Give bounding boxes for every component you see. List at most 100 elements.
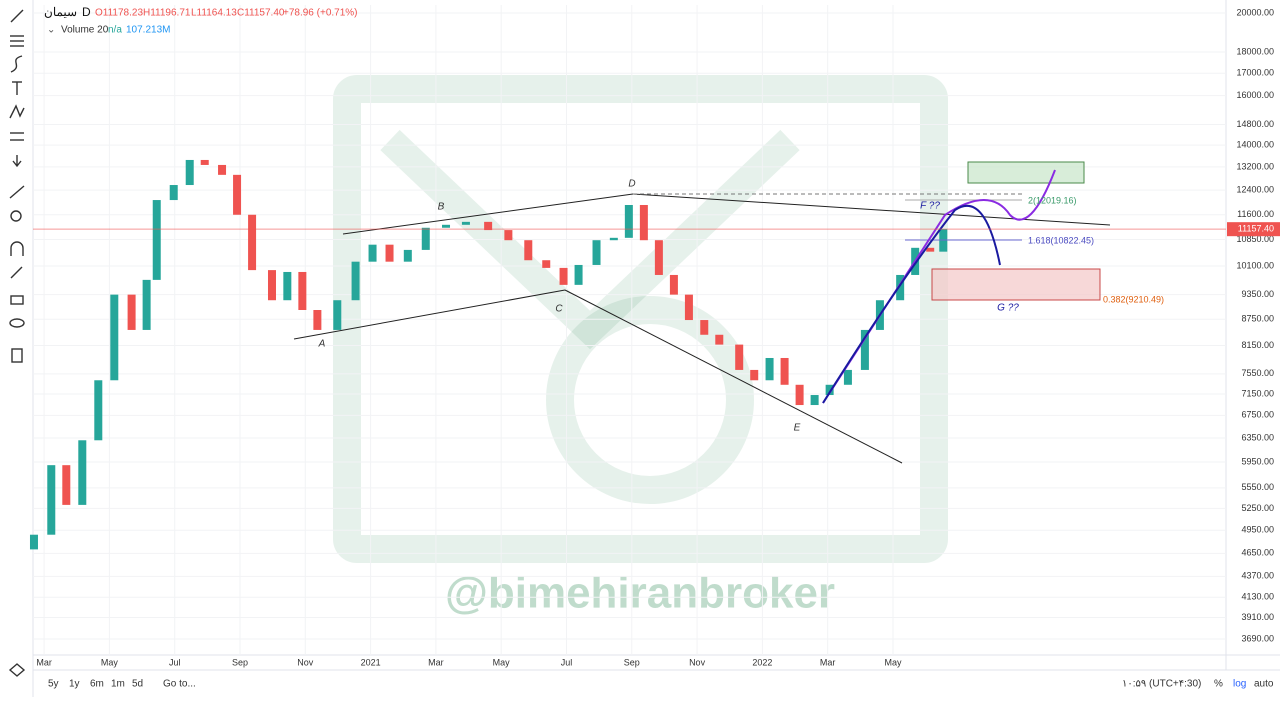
- y-tick-label: 4130.00: [1241, 592, 1274, 602]
- wave-label: F ??: [920, 201, 940, 212]
- candle: [926, 247, 935, 252]
- last-price-box: [1227, 222, 1280, 237]
- y-tick-label: 7150.00: [1241, 388, 1274, 398]
- candle: [592, 240, 601, 265]
- y-tick-label: 17000.00: [1236, 68, 1274, 78]
- clock: ۱۰:۵۹ (UTC+۴:30): [1122, 679, 1201, 690]
- log-toggle[interactable]: log: [1233, 679, 1246, 690]
- wave-label: C: [555, 304, 563, 315]
- y-tick-label: 8150.00: [1241, 340, 1274, 350]
- tool-icons[interactable]: [8, 9, 26, 677]
- wave-label: B: [438, 202, 445, 213]
- x-tick-label: May: [101, 657, 119, 667]
- goto[interactable]: Go to...: [163, 679, 196, 690]
- last-price-label: 11157.40: [1238, 224, 1274, 234]
- candle: [200, 159, 209, 165]
- candle: [283, 271, 292, 301]
- range-button[interactable]: 6m: [90, 679, 104, 690]
- x-tick-label: Mar: [36, 657, 52, 667]
- candle: [843, 369, 852, 385]
- candle: [351, 261, 360, 301]
- x-tick-label: Nov: [689, 657, 706, 667]
- x-tick-label: May: [884, 657, 902, 667]
- candle: [574, 264, 583, 285]
- x-tick-label: Jul: [561, 657, 573, 667]
- candle: [654, 240, 663, 275]
- trend-lines: [293, 193, 1111, 464]
- volume-label: Volume 20: [61, 25, 109, 36]
- x-tick-label: Jul: [169, 657, 181, 667]
- percent[interactable]: %: [1214, 679, 1223, 690]
- change: +78.96 (+0.71%): [283, 8, 358, 19]
- candle: [127, 294, 136, 330]
- fib-label: 2(12019.16): [1028, 195, 1077, 205]
- candle: [333, 300, 342, 330]
- y-tick-label: 4950.00: [1241, 525, 1274, 535]
- candle: [298, 271, 307, 311]
- candle: [684, 294, 693, 321]
- ohlc: C11157.40: [237, 8, 285, 19]
- y-tick-label: 5250.00: [1241, 503, 1274, 513]
- range-button[interactable]: 5d: [132, 679, 143, 690]
- candle: [185, 159, 194, 186]
- candle: [795, 384, 804, 406]
- candle: [700, 320, 709, 335]
- candle: [78, 440, 87, 505]
- wave-label: A: [318, 339, 326, 350]
- ohlc: O11178.23: [95, 8, 143, 19]
- candle: [461, 221, 470, 225]
- range-button[interactable]: 5y: [48, 679, 59, 690]
- candle: [313, 310, 322, 330]
- wave-label: E: [794, 423, 801, 434]
- collapse[interactable]: ⌄: [47, 25, 55, 36]
- ohlc: H11196.71: [143, 8, 191, 19]
- x-tick-label: Mar: [428, 657, 444, 667]
- candle: [810, 395, 819, 406]
- candle: [421, 227, 430, 250]
- legend: سیمان D O11178.23 H11196.71 L11164.13 C1…: [44, 5, 358, 35]
- y-tick-label: 16000.00: [1236, 90, 1274, 100]
- volume-na: n/a: [108, 25, 122, 36]
- y-tick-label: 4650.00: [1241, 548, 1274, 558]
- y-tick-label: 3910.00: [1241, 612, 1274, 622]
- candle: [484, 221, 493, 231]
- candle: [385, 244, 394, 262]
- candle: [504, 230, 513, 241]
- y-tick-label: 11600.00: [1237, 209, 1274, 219]
- y-tick-label: 6750.00: [1241, 410, 1274, 420]
- candle: [524, 240, 533, 261]
- candle: [750, 369, 759, 381]
- auto-toggle[interactable]: auto: [1254, 679, 1274, 690]
- x-tick-label: Mar: [820, 657, 836, 667]
- candle: [248, 214, 257, 271]
- candle: [715, 334, 724, 345]
- range-button[interactable]: 1y: [69, 679, 80, 690]
- candle: [29, 534, 38, 550]
- x-tick-label: 2022: [752, 657, 772, 667]
- projection: [822, 204, 1001, 404]
- y-tick-label: 9350.00: [1241, 289, 1274, 299]
- candle: [559, 267, 568, 285]
- candle: [142, 279, 151, 330]
- y-tick-label: 6350.00: [1241, 432, 1274, 442]
- y-tick-label: 8750.00: [1241, 314, 1274, 324]
- y-tick-label: 10850.00: [1236, 234, 1274, 244]
- symbol: سیمان: [44, 5, 77, 19]
- x-tick-label: Sep: [232, 657, 248, 667]
- candle: [152, 200, 161, 280]
- fib-label: 0.382(9210.49): [1103, 294, 1164, 304]
- y-tick-label: 5550.00: [1241, 482, 1274, 492]
- candle: [735, 344, 744, 370]
- y-tick-label: 3690.00: [1241, 633, 1274, 643]
- candle: [639, 204, 648, 241]
- candle: [233, 174, 242, 215]
- candle: [780, 357, 789, 385]
- candle: [94, 380, 103, 441]
- y-tick-label: 7550.00: [1241, 368, 1274, 378]
- y-tick-label: 18000.00: [1236, 46, 1274, 56]
- fib-label: 1.618(10822.45): [1028, 235, 1094, 245]
- candle: [267, 270, 276, 301]
- range-button[interactable]: 1m: [111, 679, 125, 690]
